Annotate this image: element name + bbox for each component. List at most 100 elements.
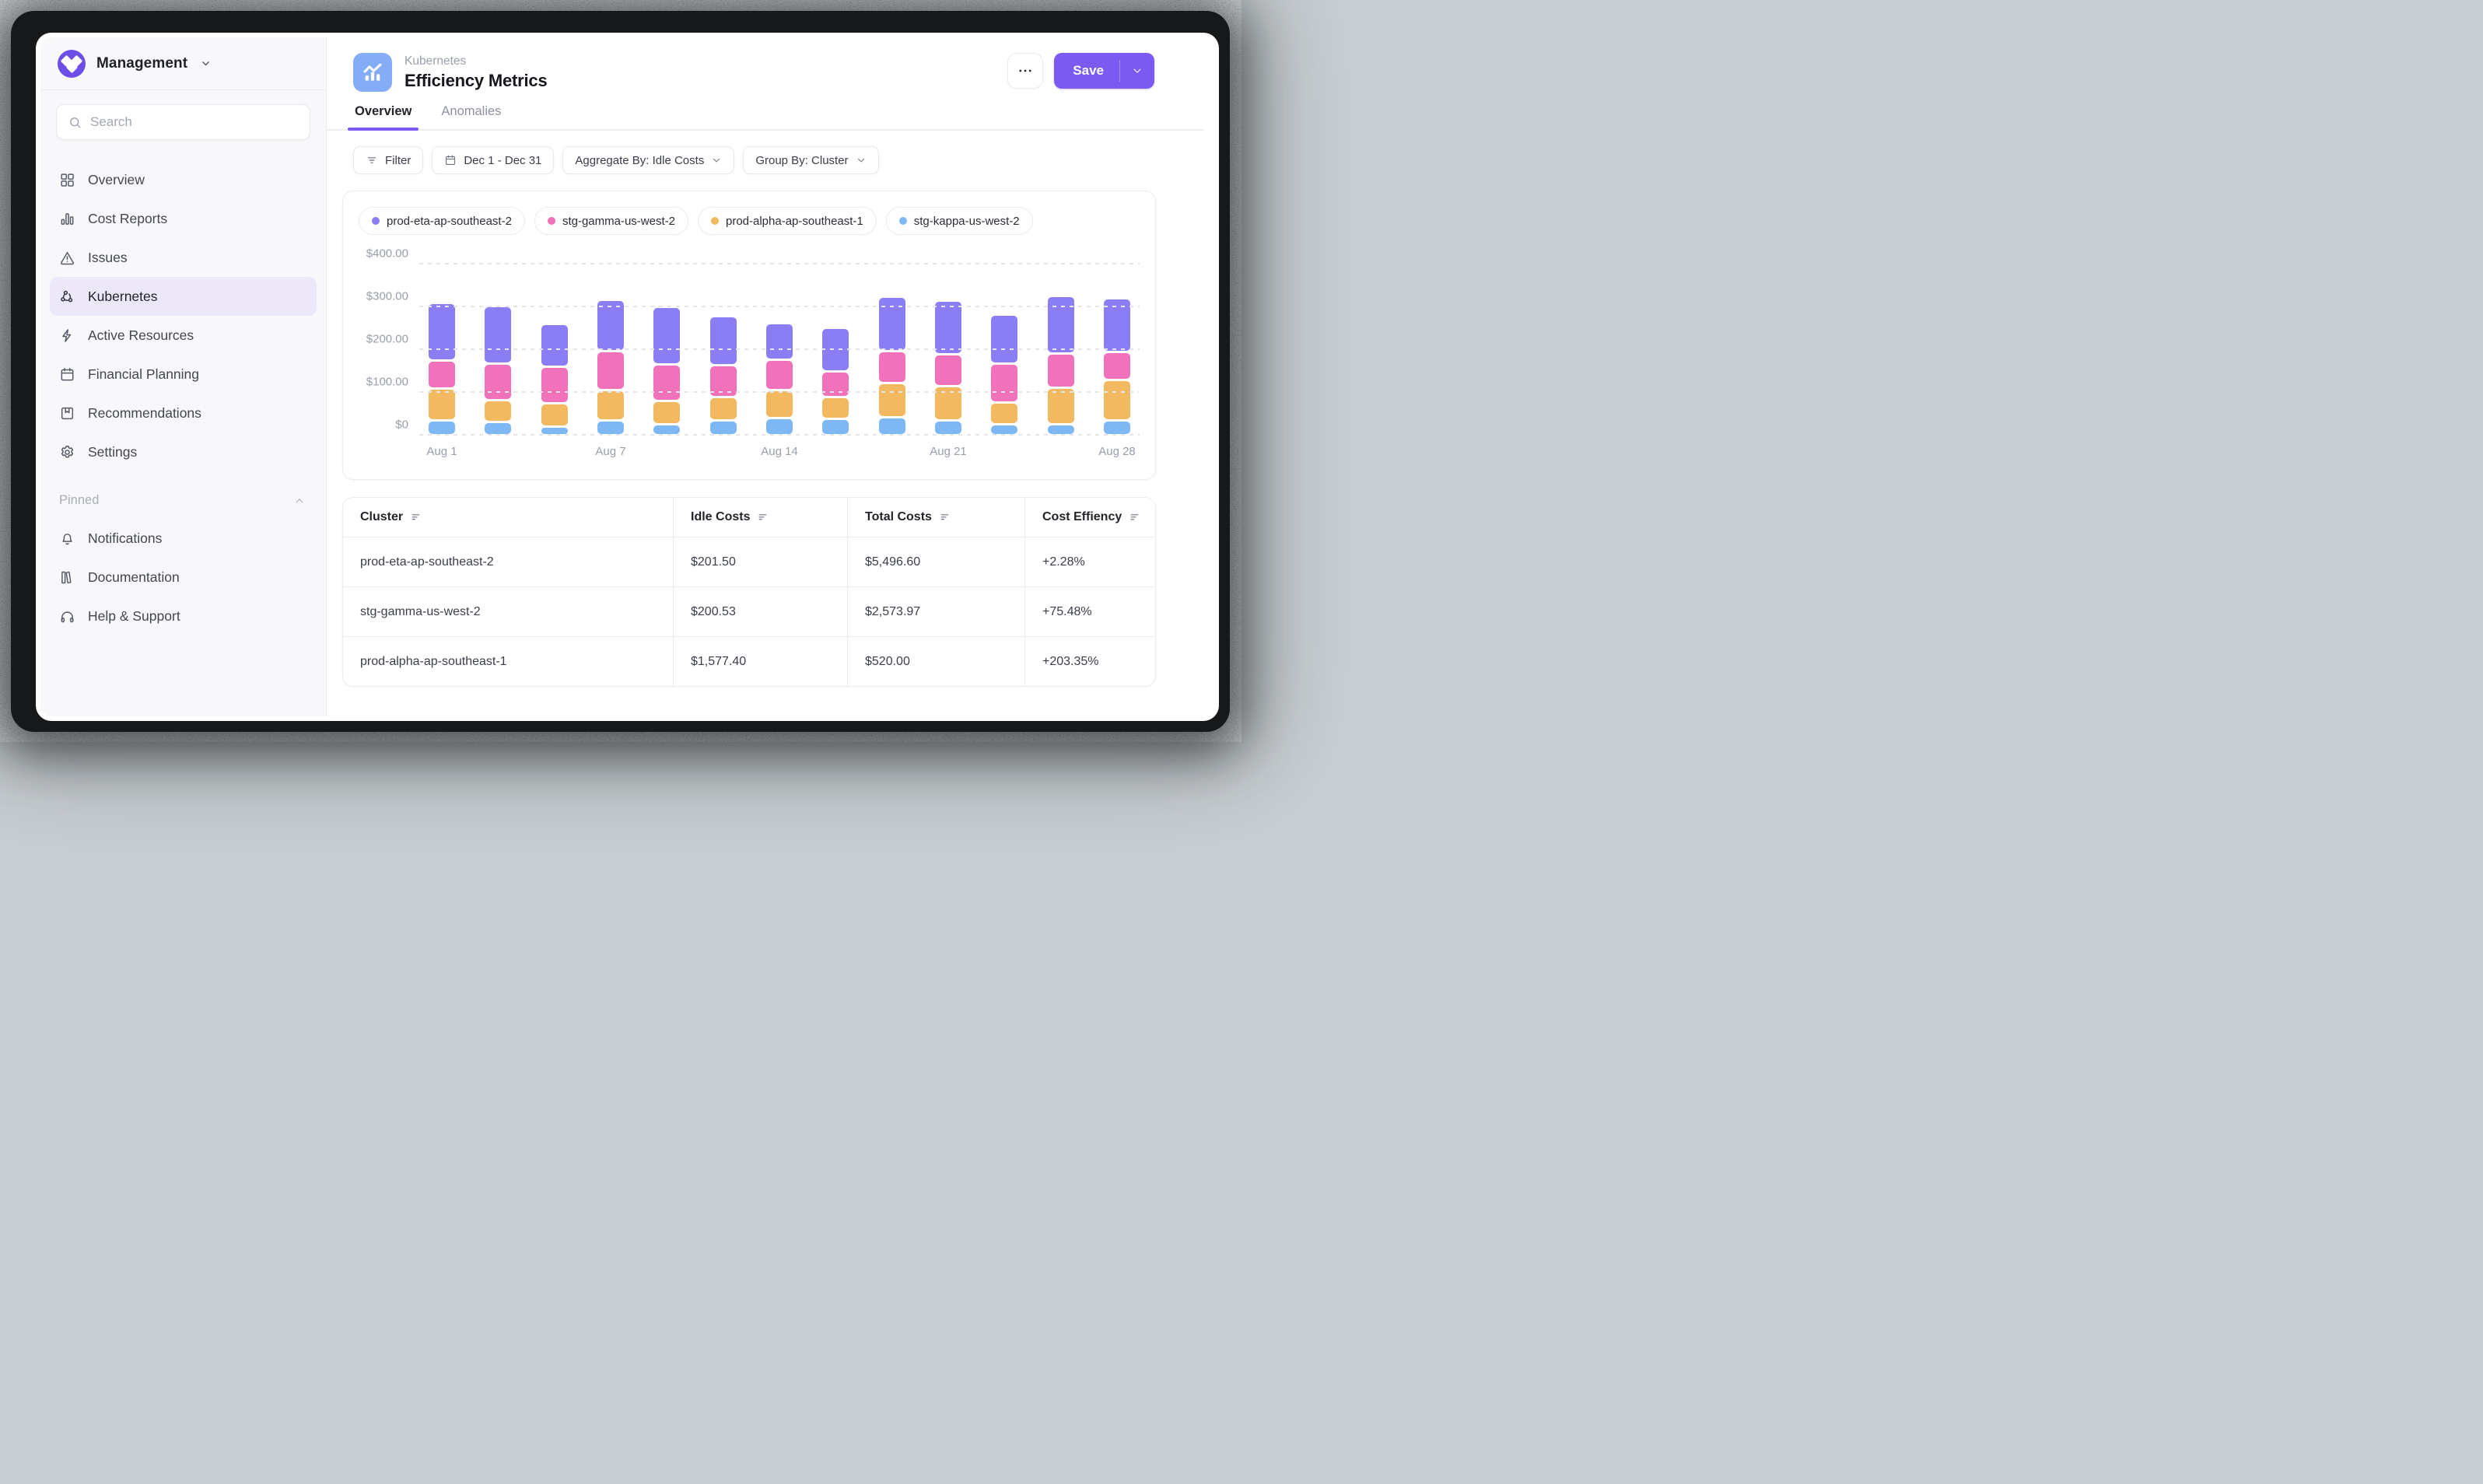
bar-segment-prod-alpha-ap-southeast-1: [822, 398, 849, 418]
trend-chart-icon: [363, 63, 382, 81]
gridline: [419, 434, 1140, 436]
app-window: Management Overview Cost Reports Issues Kub…: [36, 33, 1219, 721]
bar-segment-prod-alpha-ap-southeast-1: [597, 391, 624, 419]
y-axis-labels: $400.00 $300.00 $200.00 $100.00 $0: [359, 247, 419, 434]
column-header-label: Cluster: [360, 510, 404, 523]
chart-legend: prod-eta-ap-southeast-2 stg-gamma-us-west…: [359, 207, 1140, 235]
sidebar: Management Overview Cost Reports Issues Kub…: [40, 37, 327, 716]
sidebar-item-label: Settings: [88, 443, 138, 460]
bar-segment-stg-gamma-us-west-2: [934, 355, 961, 385]
sidebar-item-cost-reports[interactable]: Cost Reports: [50, 199, 317, 238]
y-axis-tick: $300.00: [366, 289, 408, 303]
legend-label: prod-alpha-ap-southeast-1: [725, 214, 863, 228]
workspace-switcher[interactable]: Management: [40, 37, 326, 90]
bar-segment-stg-kappa-us-west-2: [991, 425, 1018, 434]
chevron-down-icon: [857, 158, 864, 163]
legend-chip-prod-eta-ap-southeast-2[interactable]: prod-eta-ap-southeast-2: [359, 207, 525, 235]
bar-segment-prod-alpha-ap-southeast-1: [709, 398, 737, 419]
column-header-idle-costs[interactable]: Idle Costs: [673, 498, 847, 537]
bar-segment-prod-eta-ap-southeast-2: [1103, 299, 1130, 351]
sidebar-item-issues[interactable]: Issues: [50, 238, 317, 277]
workspace-name: Management: [96, 54, 188, 72]
search-box[interactable]: [56, 104, 310, 140]
lightning-icon: [62, 328, 72, 342]
legend-dot: [710, 217, 719, 225]
sidebar-item-label: Kubernetes: [88, 288, 158, 304]
x-axis-tick: Aug 1: [426, 445, 457, 458]
legend-label: prod-eta-ap-southeast-2: [387, 214, 512, 228]
x-axis-tick: Aug 14: [761, 445, 798, 458]
headphones-icon: [61, 611, 74, 622]
more-actions-button[interactable]: [1007, 53, 1044, 89]
cell-value: $520.00: [847, 637, 1024, 686]
chart-bars: [419, 263, 1140, 434]
sort-lines-icon: [1130, 513, 1139, 520]
gridline: [419, 263, 1140, 264]
filter-button-label: Aggregate By: Idle Costs: [575, 153, 705, 167]
sidebar-item-financial-planning[interactable]: Financial Planning: [50, 355, 317, 394]
pinned-section-toggle[interactable]: Pinned: [40, 493, 326, 508]
bar-chart-icon: [61, 212, 74, 225]
filter-button-dec-1-dec-31[interactable]: Dec 1 - Dec 31: [432, 146, 555, 174]
search-input[interactable]: [90, 114, 299, 130]
ellipsis-icon: [1019, 69, 1031, 72]
sidebar-item-help-support[interactable]: Help & Support: [50, 597, 317, 635]
bar-segment-stg-gamma-us-west-2: [878, 352, 905, 382]
bar-segment-stg-kappa-us-west-2: [934, 422, 961, 434]
bar-segment-stg-kappa-us-west-2: [878, 418, 905, 434]
bar-segment-stg-gamma-us-west-2: [991, 365, 1018, 401]
bar-segment-stg-kappa-us-west-2: [653, 425, 681, 434]
bar-segment-stg-gamma-us-west-2: [709, 366, 737, 396]
sidebar-item-kubernetes[interactable]: Kubernetes: [50, 277, 317, 316]
clusters-table: Cluster Idle Costs Total Costs Cost Effienc…: [343, 498, 1155, 686]
tab-overview[interactable]: Overview: [347, 104, 419, 131]
bar-segment-prod-alpha-ap-southeast-1: [765, 391, 793, 417]
bar-segment-prod-alpha-ap-southeast-1: [991, 404, 1018, 423]
search-icon: [70, 117, 81, 128]
column-header-cluster[interactable]: Cluster: [343, 498, 673, 537]
bar-segment-stg-gamma-us-west-2: [429, 362, 455, 387]
stacked-bar: [1047, 297, 1074, 434]
legend-chip-stg-gamma-us-west-2[interactable]: stg-gamma-us-west-2: [534, 207, 688, 235]
save-button[interactable]: Save: [1054, 53, 1154, 89]
bar-segment-stg-gamma-us-west-2: [653, 366, 681, 400]
sidebar-item-active-resources[interactable]: Active Resources: [50, 316, 317, 355]
filter-button-group-by-cluster[interactable]: Group By: Cluster: [743, 146, 879, 174]
tab-anomalies[interactable]: Anomalies: [441, 104, 502, 118]
cell-value: +2.28%: [1024, 537, 1155, 586]
calendar-icon: [446, 155, 456, 166]
filter-button-filter[interactable]: Filter: [353, 146, 424, 174]
bar-segment-prod-alpha-ap-southeast-1: [1047, 389, 1074, 423]
sort-lines-icon: [759, 513, 767, 520]
legend-chip-prod-alpha-ap-southeast-1[interactable]: prod-alpha-ap-southeast-1: [697, 207, 877, 235]
cell-value: $5,496.60: [847, 537, 1024, 586]
filter-button-aggregate-by-idle-costs[interactable]: Aggregate By: Idle Costs: [562, 146, 735, 174]
stacked-bar: [934, 302, 961, 434]
book-icon: [61, 571, 72, 583]
save-dropdown-button[interactable]: [1120, 53, 1154, 89]
stacked-bar: [991, 316, 1018, 434]
column-header-total-costs[interactable]: Total Costs: [847, 498, 1024, 537]
bar-segment-stg-kappa-us-west-2: [485, 423, 512, 434]
bar-segment-stg-gamma-us-west-2: [765, 361, 793, 389]
sidebar-item-notifications[interactable]: Notifications: [50, 519, 317, 558]
save-label: Save: [1073, 63, 1104, 78]
pinned-nav: Notifications Documentation Help & Support: [40, 519, 326, 635]
bar-segment-stg-gamma-us-west-2: [485, 365, 512, 399]
stacked-bar: [485, 307, 512, 434]
filter-toolbar: Filter Dec 1 - Dec 31 Aggregate By: Idle C…: [327, 131, 1204, 174]
sidebar-item-documentation[interactable]: Documentation: [50, 558, 317, 597]
stacked-bar: [429, 304, 455, 434]
page-header: Kubernetes Efficiency Metrics Save: [327, 37, 1204, 92]
column-header-cost-effiency[interactable]: Cost Effiency: [1024, 498, 1155, 537]
bar-segment-prod-alpha-ap-southeast-1: [541, 404, 568, 425]
sidebar-item-settings[interactable]: Settings: [50, 432, 317, 471]
sidebar-item-recommendations[interactable]: Recommendations: [50, 394, 317, 432]
sidebar-item-overview[interactable]: Overview: [50, 160, 317, 199]
x-axis-tick: Aug 28: [1098, 445, 1136, 458]
legend-chip-stg-kappa-us-west-2[interactable]: stg-kappa-us-west-2: [885, 207, 1033, 235]
search-icon: [68, 115, 82, 130]
bar-segment-prod-eta-ap-southeast-2: [485, 307, 512, 362]
cell-cluster: prod-alpha-ap-southeast-1: [360, 654, 507, 668]
sidebar-item-label: Issues: [88, 249, 128, 265]
